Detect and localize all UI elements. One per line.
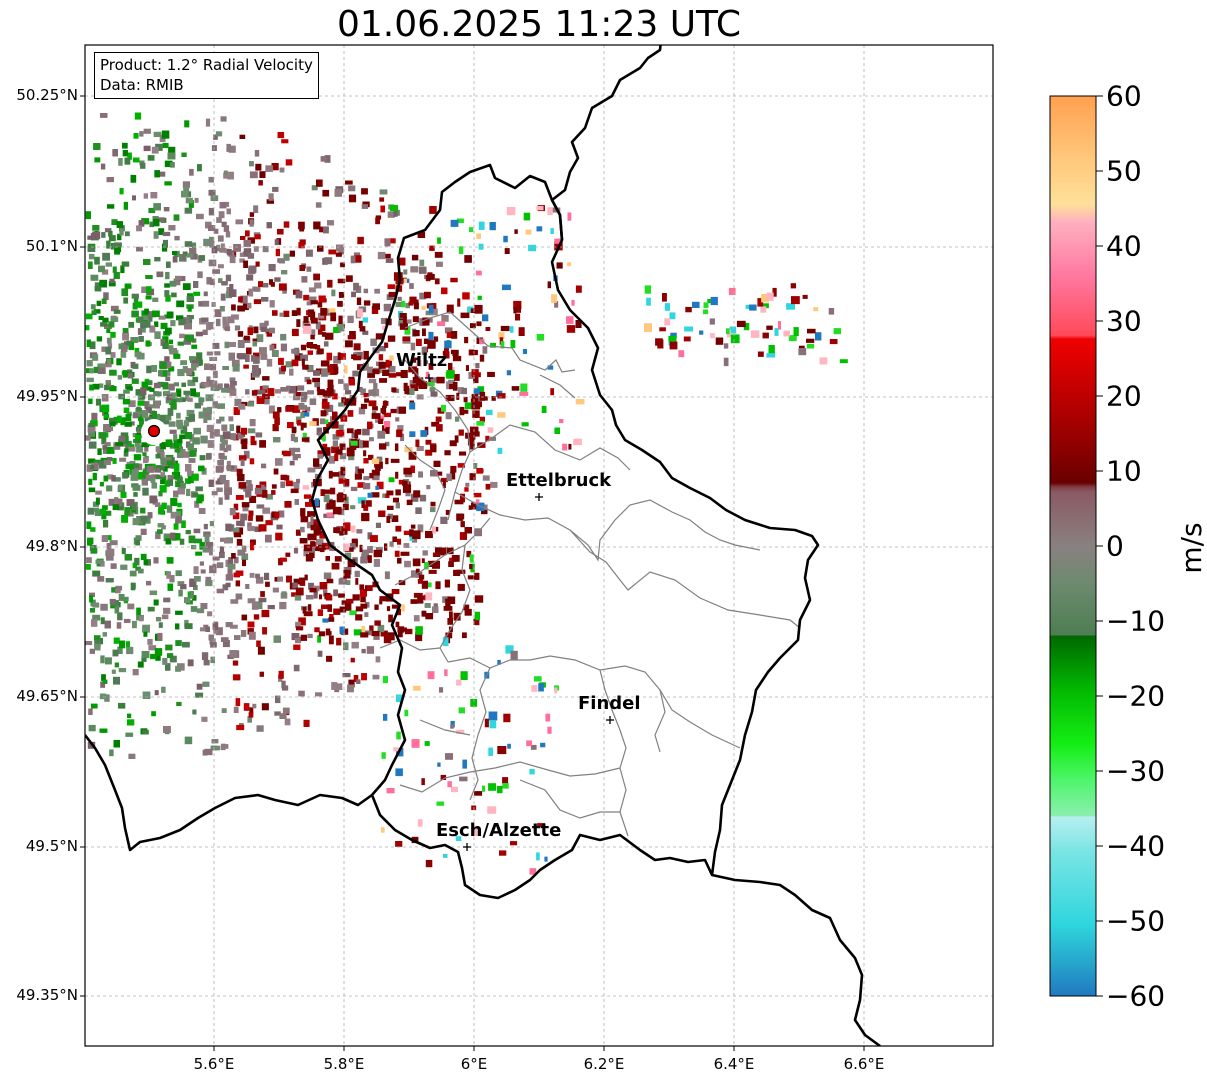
lon-tick-label: 5.6°E	[193, 1055, 235, 1073]
grid-lines	[85, 45, 993, 1046]
colorbar-tick-label: 30	[1106, 304, 1142, 338]
lon-tick-label: 6.4°E	[713, 1055, 755, 1073]
city-label-findel: Findel	[578, 693, 641, 714]
lon-tick-label: 6°E	[460, 1055, 488, 1073]
lat-tick-label: 50.1°N	[25, 237, 78, 255]
city-label-esch-alzette: Esch/Alzette	[436, 820, 562, 841]
product-info-box: Product: 1.2° Radial Velocity Data: RMIB	[94, 52, 319, 99]
colorbar-scale	[1049, 95, 1097, 997]
city-markers	[425, 374, 614, 851]
colorbar	[1049, 95, 1103, 997]
colorbar-tick-label: −20	[1106, 679, 1166, 713]
lat-tick-label: 50.25°N	[16, 86, 78, 104]
colorbar-tick-label: 60	[1106, 79, 1142, 113]
country-borders	[85, 45, 881, 1046]
plot-frame	[84, 44, 994, 1047]
map-title: 01.06.2025 11:23 UTC	[336, 4, 742, 45]
plot-area	[85, 45, 993, 1046]
colorbar-tick-label: −30	[1106, 754, 1166, 788]
colorbar-tick-label: 50	[1106, 154, 1142, 188]
colorbar-tick-label: 20	[1106, 379, 1142, 413]
city-label-wiltz: Wiltz	[396, 350, 448, 371]
colorbar-tick-label: −10	[1106, 604, 1166, 638]
colorbar-unit-label: m/s	[1175, 522, 1207, 574]
lon-tick-label: 5.8°E	[323, 1055, 365, 1073]
radar-echoes	[85, 112, 848, 875]
product-label: Product: 1.2° Radial Velocity	[100, 56, 313, 74]
lat-tick-label: 49.65°N	[16, 687, 78, 705]
colorbar-tick-label: −40	[1106, 829, 1166, 863]
colorbar-tick-label: 40	[1106, 229, 1142, 263]
lon-tick-label: 6.2°E	[583, 1055, 625, 1073]
colorbar-tick-label: 0	[1106, 529, 1124, 563]
lat-tick-label: 49.8°N	[25, 537, 78, 555]
data-source-label: Data: RMIB	[100, 76, 184, 94]
city-label-ettelbruck: Ettelbruck	[506, 470, 612, 491]
radar-site-marker	[141, 419, 167, 445]
lat-tick-label: 49.5°N	[25, 837, 78, 855]
lat-tick-label: 49.95°N	[16, 387, 78, 405]
colorbar-tick-label: 10	[1106, 454, 1142, 488]
lat-tick-label: 49.35°N	[16, 986, 78, 1004]
lon-tick-label: 6.6°E	[843, 1055, 885, 1073]
colorbar-tick-label: −60	[1106, 979, 1166, 1013]
colorbar-tick-label: −50	[1106, 904, 1166, 938]
canton-borders	[379, 311, 801, 837]
